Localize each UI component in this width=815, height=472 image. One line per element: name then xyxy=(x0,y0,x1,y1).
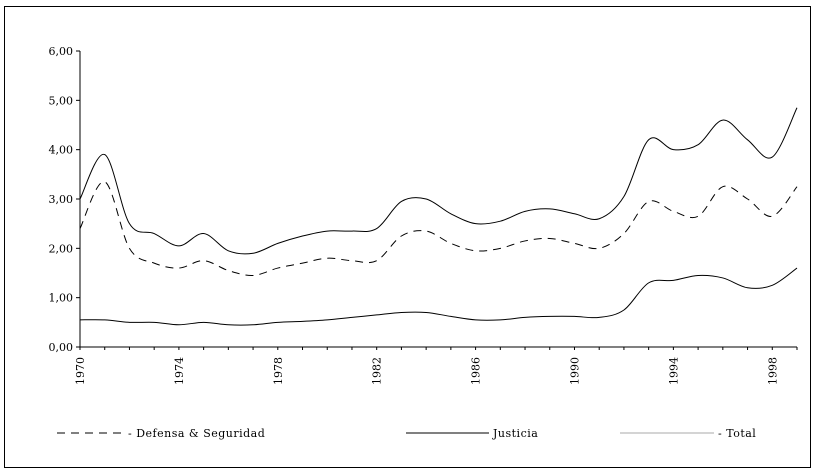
x-tick-label: 1998 xyxy=(766,357,779,385)
legend-label-total: - Total xyxy=(718,427,756,440)
x-tick-label: 1978 xyxy=(272,357,285,385)
x-tick-label: 1994 xyxy=(667,357,680,385)
y-axis: 0,00 1,00 2,00 3,00 4,00 5,00 6,00 xyxy=(49,45,81,354)
y-tick-label: 2,00 xyxy=(49,242,74,255)
legend-label-justicia: Justicia xyxy=(492,427,538,440)
chart-frame xyxy=(4,6,811,468)
y-tick-label: 0,00 xyxy=(49,341,74,354)
x-axis: 1970 1974 1978 1982 1986 1990 1994 1998 xyxy=(74,346,798,385)
legend: - Defensa & Seguridad Justicia - Total xyxy=(57,427,756,440)
series-line-defensa-seguridad xyxy=(79,181,798,276)
y-tick-label: 5,00 xyxy=(49,94,74,107)
y-tick-label: 1,00 xyxy=(49,292,74,305)
x-tick-label: 1986 xyxy=(470,357,483,385)
series-line-total xyxy=(79,107,798,255)
series-line-justicia xyxy=(79,267,798,326)
x-tick-label: 1974 xyxy=(173,357,186,385)
y-tick-label: 3,00 xyxy=(49,193,74,206)
x-tick-label: 1970 xyxy=(74,357,87,385)
x-tick-label: 1990 xyxy=(568,357,581,385)
y-tick-label: 6,00 xyxy=(49,45,74,58)
legend-label-defensa: - Defensa & Seguridad xyxy=(128,427,265,440)
x-tick-label: 1982 xyxy=(371,357,384,385)
y-tick-label: 4,00 xyxy=(49,144,74,157)
series-lines xyxy=(79,107,798,326)
